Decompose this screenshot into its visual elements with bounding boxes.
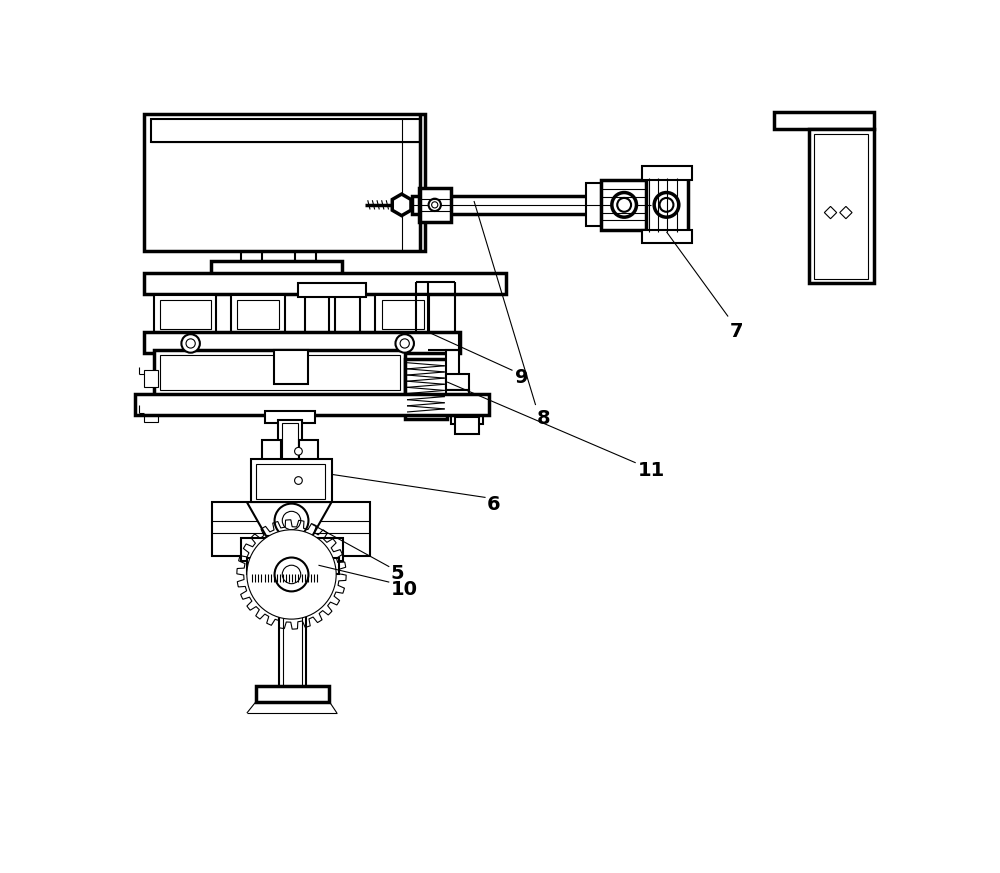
Bar [446,349,459,387]
Bar [154,295,216,335]
Circle shape [282,512,301,530]
Bar [262,440,281,464]
Polygon shape [247,502,332,536]
Circle shape [275,558,308,591]
Text: 11: 11 [638,460,665,479]
Bar [774,113,874,129]
Bar [809,129,874,284]
Polygon shape [824,206,837,219]
Bar [212,502,370,556]
Bar [455,416,479,434]
Bar [278,421,302,478]
Bar [814,134,868,278]
Text: 10: 10 [391,580,418,599]
Bar [144,272,506,294]
Bar [160,355,400,390]
Bar [412,196,651,214]
Circle shape [247,530,336,619]
Bar [247,558,339,574]
Bar [646,178,688,232]
Bar [144,370,158,388]
Bar [241,539,343,561]
Bar [237,299,279,329]
Bar [298,284,366,298]
Polygon shape [840,206,852,219]
Bar [419,188,451,222]
Circle shape [612,193,636,217]
Bar [446,375,469,389]
Bar [144,114,425,251]
Circle shape [186,339,195,348]
Bar [642,167,692,180]
Bar [256,464,325,499]
Bar [154,349,405,395]
Bar [375,295,429,335]
Circle shape [429,199,441,211]
Circle shape [181,334,200,353]
Text: 5: 5 [391,565,404,583]
Circle shape [432,202,438,208]
Bar [586,183,601,226]
Circle shape [275,504,308,538]
Bar [382,299,424,329]
Bar [642,230,692,244]
Bar [144,405,158,422]
Bar [256,686,329,702]
Bar [135,394,489,415]
Bar [231,295,285,335]
Bar [305,295,329,335]
Bar [274,349,308,384]
Text: 6: 6 [487,495,501,514]
Circle shape [395,334,414,353]
Bar [265,411,315,423]
Bar [335,295,360,335]
Text: 7: 7 [730,322,743,340]
Circle shape [617,198,631,212]
Polygon shape [392,194,411,216]
Bar [283,615,302,691]
Bar [144,332,460,354]
Text: 9: 9 [515,368,528,387]
Bar [211,261,342,275]
Bar [299,440,318,464]
Circle shape [654,193,679,217]
Bar [282,423,298,477]
Circle shape [400,339,409,348]
Circle shape [295,477,302,485]
Bar [151,119,420,141]
Circle shape [282,565,301,584]
Bar [446,389,469,403]
Bar [279,613,306,690]
Text: 8: 8 [537,409,551,428]
Bar [251,459,332,504]
Circle shape [295,447,302,455]
Bar [405,359,447,419]
Bar [160,299,211,329]
Bar [601,180,647,230]
Bar [451,405,483,424]
Circle shape [660,198,673,212]
